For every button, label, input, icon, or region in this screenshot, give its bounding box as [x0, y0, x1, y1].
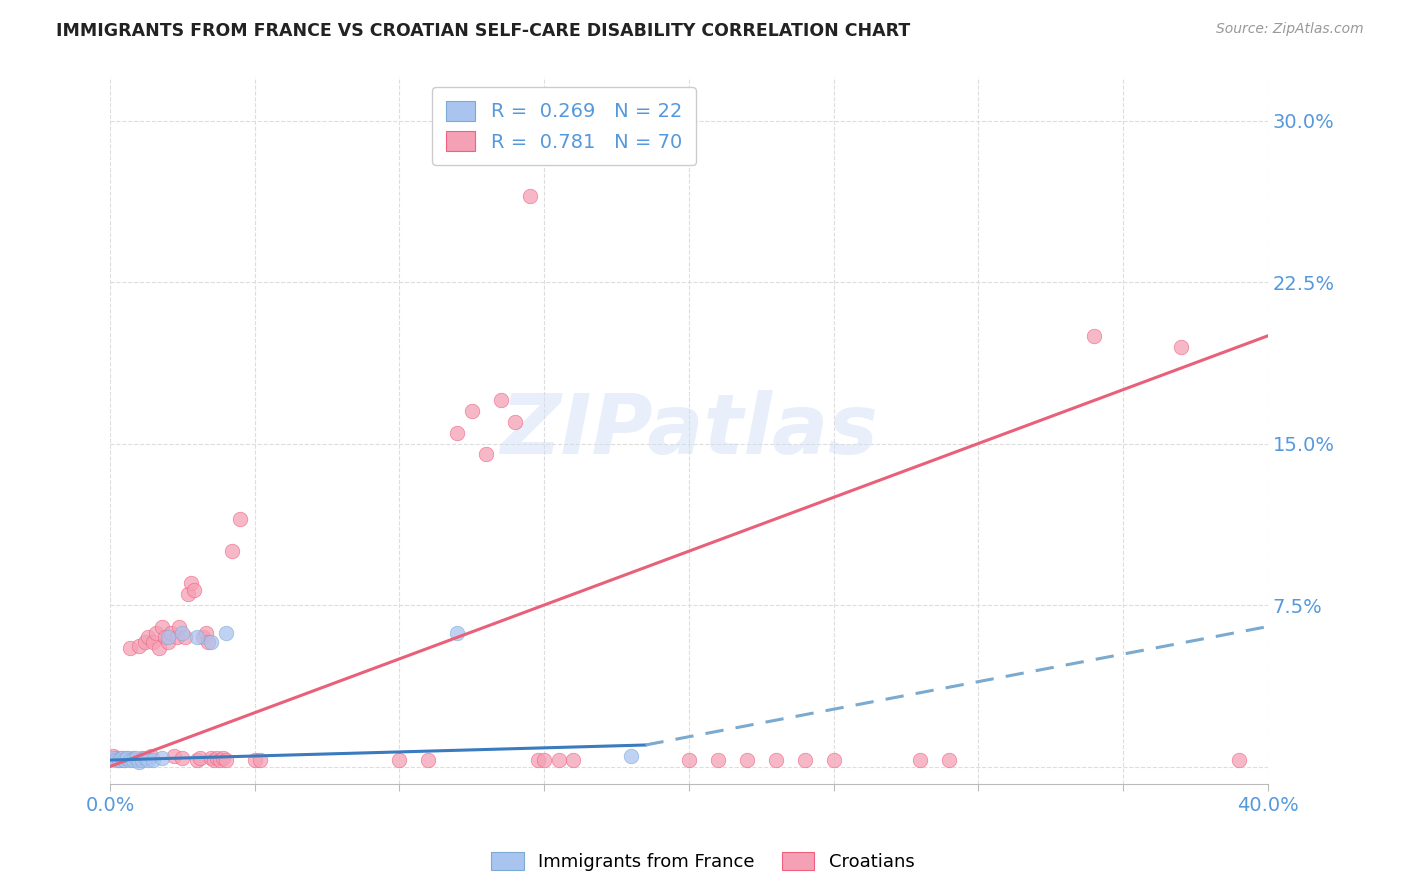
Point [243, 753, 266, 767]
Point [475, 447, 498, 461]
Point [139, 748, 162, 763]
Point [527, 753, 550, 767]
Point [183, 582, 205, 597]
Point [107, 753, 129, 767]
Point [125, 753, 148, 767]
Point [110, 751, 132, 765]
Point [128, 756, 150, 770]
Point [128, 639, 150, 653]
Point [172, 626, 194, 640]
Point [200, 634, 222, 648]
Point [120, 641, 142, 656]
Point [145, 626, 167, 640]
Point [200, 751, 222, 765]
Point [120, 753, 142, 767]
Point [793, 753, 815, 767]
Point [249, 753, 271, 767]
Point [620, 748, 643, 763]
Point [562, 753, 585, 767]
Point [122, 751, 145, 765]
Point [388, 753, 411, 767]
Point [156, 630, 179, 644]
Point [101, 751, 124, 765]
Point [547, 753, 569, 767]
Legend: R =  0.269   N = 22, R =  0.781   N = 70: R = 0.269 N = 22, R = 0.781 N = 70 [432, 87, 696, 165]
Point [188, 751, 211, 765]
Point [446, 425, 468, 440]
Point [131, 751, 153, 765]
Point [197, 634, 219, 648]
Point [169, 619, 191, 633]
Point [142, 753, 165, 767]
Point [166, 630, 188, 644]
Point [101, 748, 124, 763]
Point [150, 751, 173, 765]
Point [678, 753, 700, 767]
Point [159, 626, 181, 640]
Point [180, 576, 202, 591]
Point [533, 753, 555, 767]
Point [110, 751, 132, 765]
Point [191, 630, 214, 644]
Point [1227, 753, 1250, 767]
Point [117, 751, 139, 765]
Point [446, 626, 468, 640]
Point [208, 753, 231, 767]
Point [735, 753, 758, 767]
Point [503, 415, 526, 429]
Point [163, 748, 186, 763]
Point [1170, 340, 1192, 354]
Point [823, 753, 845, 767]
Point [136, 753, 159, 767]
Point [136, 630, 159, 644]
Point [489, 393, 512, 408]
Text: IMMIGRANTS FROM FRANCE VS CROATIAN SELF-CARE DISABILITY CORRELATION CHART: IMMIGRANTS FROM FRANCE VS CROATIAN SELF-… [56, 22, 911, 40]
Point [177, 587, 200, 601]
Point [186, 630, 208, 644]
Point [221, 544, 243, 558]
Point [134, 751, 156, 765]
Point [104, 753, 127, 767]
Point [114, 753, 136, 767]
Point [194, 626, 217, 640]
Point [1083, 329, 1105, 343]
Point [229, 512, 252, 526]
Point [202, 753, 225, 767]
Point [212, 751, 235, 765]
Text: Source: ZipAtlas.com: Source: ZipAtlas.com [1216, 22, 1364, 37]
Point [205, 751, 228, 765]
Point [215, 626, 238, 640]
Point [186, 753, 208, 767]
Point [418, 753, 440, 767]
Point [114, 753, 136, 767]
Point [938, 753, 960, 767]
Point [107, 753, 129, 767]
Legend: Immigrants from France, Croatians: Immigrants from France, Croatians [484, 845, 922, 879]
Point [910, 753, 932, 767]
Point [134, 634, 156, 648]
Point [765, 753, 787, 767]
Point [519, 189, 541, 203]
Point [461, 404, 484, 418]
Point [153, 630, 176, 644]
Text: ZIPatlas: ZIPatlas [501, 390, 877, 471]
Point [104, 751, 127, 765]
Point [142, 634, 165, 648]
Point [150, 619, 173, 633]
Point [215, 753, 238, 767]
Point [172, 751, 194, 765]
Point [148, 641, 170, 656]
Point [117, 751, 139, 765]
Point [174, 630, 197, 644]
Point [156, 634, 179, 648]
Point [131, 753, 153, 767]
Point [125, 751, 148, 765]
Point [122, 753, 145, 767]
Point [707, 753, 730, 767]
